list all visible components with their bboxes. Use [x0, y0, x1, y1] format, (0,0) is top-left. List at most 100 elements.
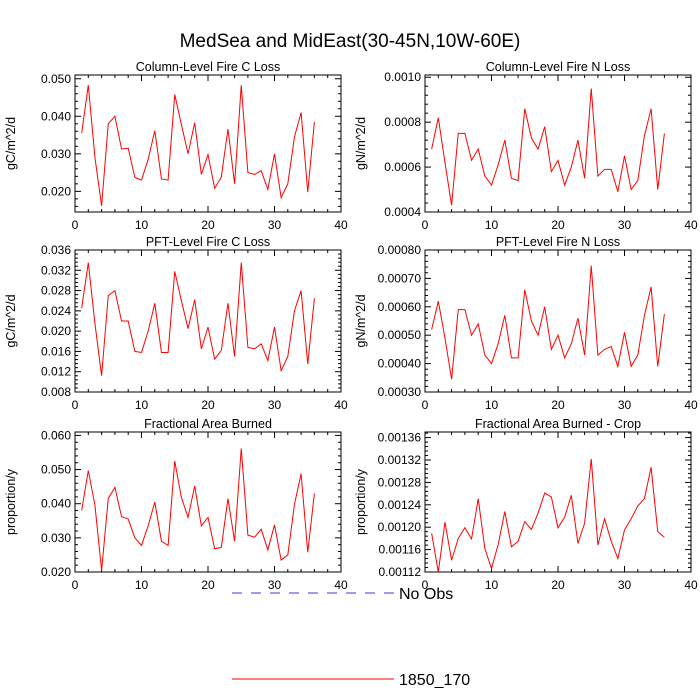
x-tick-label: 10 [135, 218, 149, 232]
y-tick-label: 0.00112 [379, 565, 422, 579]
x-tick-label: 0 [422, 398, 429, 412]
x-tick-label: 0 [72, 578, 79, 592]
y-tick-label: 0.012 [41, 365, 71, 379]
x-tick-label: 0 [422, 578, 429, 592]
y-tick-label: 0.0006 [384, 160, 421, 174]
y-tick-label: 0.020 [41, 565, 71, 579]
x-tick-label: 0 [72, 398, 79, 412]
x-tick-label: 0 [422, 218, 429, 232]
x-tick-label: 20 [201, 398, 215, 412]
y-tick-label: 0.050 [41, 72, 71, 86]
y-tick-label: 0.00030 [378, 385, 422, 399]
panel-title: Fractional Area Burned [144, 417, 272, 431]
y-tick-label: 0.016 [41, 344, 71, 358]
series-line-1850-170 [431, 458, 665, 573]
y-tick-label: 0.040 [41, 497, 71, 511]
x-tick-label: 10 [135, 398, 149, 412]
plot-frame [74, 431, 342, 573]
figure-title: MedSea and MidEast(30-45N,10W-60E) [180, 31, 521, 52]
y-tick-label: 0.008 [41, 385, 71, 399]
panel-title: Column-Level Fire N Loss [486, 60, 631, 74]
y-tick-label: 0.00070 [378, 271, 422, 285]
y-tick-label: 0.060 [41, 428, 71, 442]
y-tick-label: 0.00060 [378, 300, 422, 314]
chart-panel-3: PFT-Level Fire C Loss gC/m^2/d 0 10 20 30 40 0.… [4, 235, 348, 412]
legend: No Obs 1850_170 [232, 586, 470, 689]
x-tick-label: 10 [485, 398, 499, 412]
x-tick-label: 40 [334, 578, 348, 592]
chart-panel-5: Fractional Area Burned proportion/y 0 10 20 3… [4, 417, 348, 592]
y-tick-label: 0.036 [41, 243, 71, 257]
chart-panel-1: Column-Level Fire C Loss gC/m^2/d 0 10 20 30 4… [4, 60, 348, 232]
plot-frame [424, 74, 692, 213]
y-tick-label: 0.032 [41, 263, 71, 277]
chart-panel-6: Fractional Area Burned - Crop proportion/… [354, 417, 698, 592]
panels: Column-Level Fire C Loss gC/m^2/d 0 10 20 30 4… [4, 60, 698, 592]
series-line-1850-170 [431, 265, 665, 380]
y-tick-label: 0.024 [41, 304, 71, 318]
y-tick-label: 0.040 [41, 109, 71, 123]
x-tick-label: 10 [135, 578, 149, 592]
y-tick-label: 0.050 [41, 463, 71, 477]
y-axis-label: proportion/y [354, 468, 368, 535]
y-tick-label: 0.00050 [378, 328, 422, 342]
x-tick-label: 0 [72, 218, 79, 232]
y-axis-label: gN/m^2/d [354, 117, 368, 170]
legend-label-1850-170: 1850_170 [399, 672, 470, 689]
panel-title: Fractional Area Burned - Crop [475, 417, 641, 431]
y-tick-label: 0.0008 [384, 115, 421, 129]
y-tick-label: 0.030 [41, 147, 71, 161]
y-axis-label: gC/m^2/d [4, 117, 18, 170]
y-tick-label: 0.0004 [384, 205, 421, 219]
y-axis-label: proportion/y [4, 468, 18, 535]
plot-frame [74, 249, 342, 393]
series-line-1850-170 [81, 262, 315, 376]
y-tick-label: 0.00080 [378, 243, 422, 257]
y-tick-label: 0.00124 [378, 498, 422, 512]
x-tick-label: 30 [268, 398, 282, 412]
x-tick-label: 40 [684, 578, 698, 592]
y-tick-label: 0.028 [41, 284, 71, 298]
chart-panel-2: Column-Level Fire N Loss gN/m^2/d 0 10 20 30 4… [354, 60, 698, 232]
panel-title: PFT-Level Fire N Loss [496, 235, 620, 249]
x-tick-label: 20 [201, 218, 215, 232]
y-tick-label: 0.00116 [379, 543, 422, 557]
chart-panel-4: PFT-Level Fire N Loss gN/m^2/d 0 10 20 30 40 0.… [354, 235, 698, 412]
y-tick-label: 0.0010 [384, 70, 421, 84]
x-tick-label: 10 [485, 218, 499, 232]
y-tick-label: 0.00040 [378, 357, 422, 371]
panel-title: PFT-Level Fire C Loss [146, 235, 270, 249]
x-tick-label: 40 [684, 218, 698, 232]
x-tick-label: 20 [201, 578, 215, 592]
x-tick-label: 10 [485, 578, 499, 592]
series-line-1850-170 [81, 448, 315, 571]
x-tick-label: 40 [684, 398, 698, 412]
y-tick-label: 0.030 [41, 531, 71, 545]
x-tick-label: 30 [268, 578, 282, 592]
y-tick-label: 0.00136 [378, 431, 422, 445]
x-tick-label: 20 [551, 578, 565, 592]
plot-frame [424, 431, 692, 573]
y-tick-label: 0.020 [41, 184, 71, 198]
x-tick-label: 40 [334, 398, 348, 412]
series-line-1850-170 [431, 88, 665, 206]
x-tick-label: 30 [618, 398, 632, 412]
x-tick-label: 30 [618, 578, 632, 592]
plot-frame [74, 74, 342, 213]
series-line-1850-170 [81, 85, 315, 207]
x-tick-label: 20 [551, 398, 565, 412]
x-tick-label: 30 [618, 218, 632, 232]
y-tick-label: 0.00128 [378, 475, 422, 489]
x-tick-label: 40 [334, 218, 348, 232]
panel-title: Column-Level Fire C Loss [136, 60, 281, 74]
plot-frame [424, 249, 692, 393]
y-axis-label: gC/m^2/d [4, 294, 18, 347]
y-tick-label: 0.020 [41, 324, 71, 338]
y-axis-label: gN/m^2/d [354, 294, 368, 347]
y-tick-label: 0.00120 [378, 520, 422, 534]
x-tick-label: 30 [268, 218, 282, 232]
legend-label-no-obs: No Obs [399, 586, 453, 603]
y-tick-label: 0.00132 [378, 453, 422, 467]
x-tick-label: 20 [551, 218, 565, 232]
